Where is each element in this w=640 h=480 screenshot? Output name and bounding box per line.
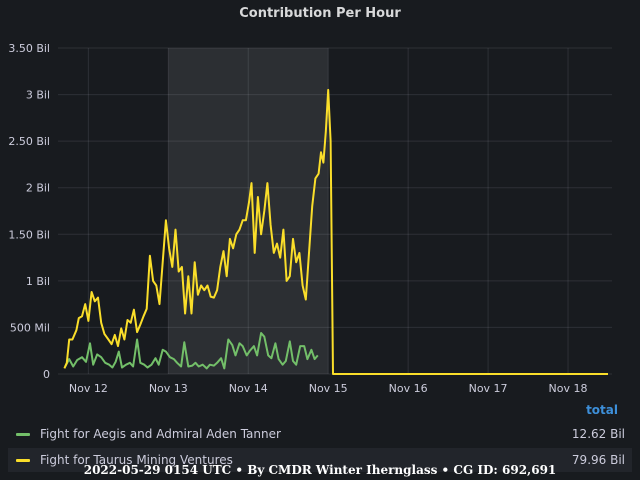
x-tick-label: Nov 18: [549, 382, 588, 395]
x-tick-label: Nov 16: [389, 382, 428, 395]
y-tick-label: 0: [43, 368, 50, 381]
legend-item-taurus[interactable]: Fight for Taurus Mining Ventures 79.96 B…: [8, 448, 632, 472]
x-tick-label: Nov 12: [69, 382, 108, 395]
y-tick-label: 2.50 Bil: [8, 135, 50, 148]
x-tick-label: Nov 13: [149, 382, 188, 395]
footer-caption: 2022-05-29 0154 UTC • By CMDR Winter Ihe…: [83, 463, 557, 477]
legend-series-name: Fight for Aegis and Admiral Aden Tanner: [40, 427, 281, 441]
y-tick-label: 1 Bil: [26, 275, 50, 288]
legend-series-total: 79.96 Bil: [571, 453, 625, 467]
y-tick-label: 3.50 Bil: [8, 42, 50, 55]
y-tick-label: 1.50 Bil: [8, 228, 50, 241]
x-tick-label: Nov 14: [229, 382, 268, 395]
legend-series-total: 12.62 Bil: [571, 427, 625, 441]
y-tick-label: 3 Bil: [26, 89, 50, 102]
chart-title: Contribution Per Hour: [239, 6, 401, 21]
x-tick-label: Nov 17: [469, 382, 508, 395]
y-tick-label: 500 Mil: [10, 321, 50, 334]
legend-total-header[interactable]: total: [586, 403, 618, 417]
line-chart: 0 500 Mil 1 Bil 1.50 Bil 2 Bil 2.50 Bil 3 Bil 3…: [8, 42, 612, 395]
series-line-taurus: [63, 88, 608, 375]
series-color-swatch-taurus: [16, 458, 30, 462]
legend-item-aegis[interactable]: Fight for Aegis and Admiral Aden Tanner …: [8, 422, 632, 446]
series-line-aegis: [64, 332, 319, 370]
series-color-swatch-aegis: [16, 432, 30, 436]
legend-series-name: Fight for Taurus Mining Ventures: [40, 453, 233, 467]
y-tick-label: 2 Bil: [26, 182, 50, 195]
x-tick-label: Nov 15: [309, 382, 348, 395]
